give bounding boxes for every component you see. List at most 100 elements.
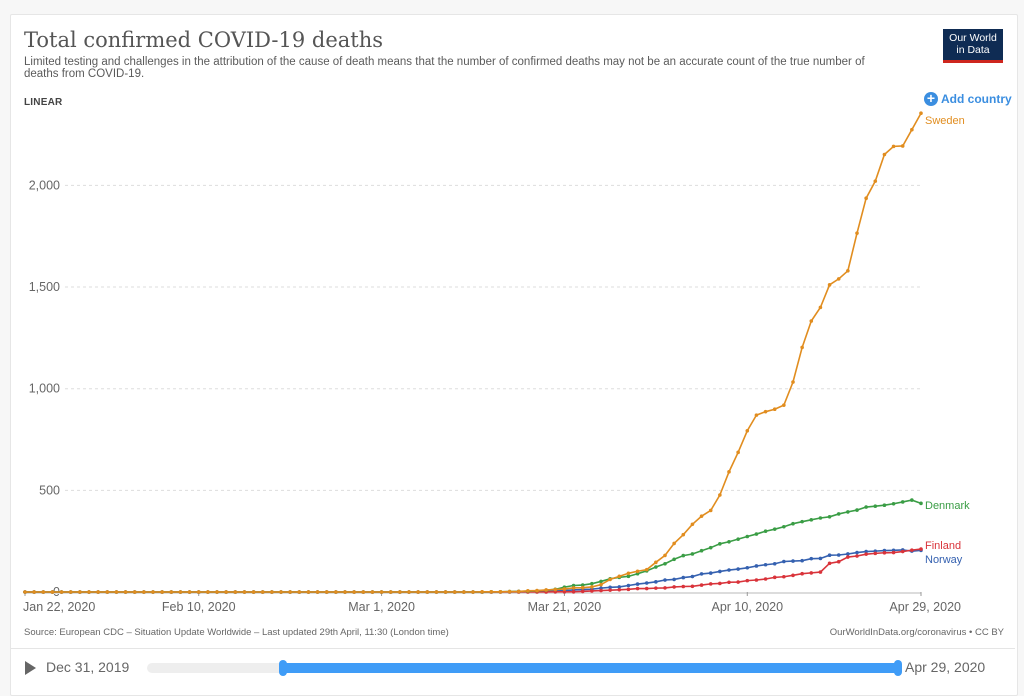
data-point[interactable]	[754, 564, 759, 568]
data-point[interactable]	[919, 501, 923, 506]
data-point[interactable]	[855, 554, 859, 558]
data-point[interactable]	[809, 319, 814, 323]
data-point[interactable]	[919, 547, 923, 551]
data-point[interactable]	[846, 268, 850, 273]
data-point[interactable]	[736, 450, 740, 455]
data-point[interactable]	[772, 561, 777, 566]
data-point[interactable]	[809, 571, 814, 575]
data-point[interactable]	[535, 588, 539, 593]
data-point[interactable]	[736, 580, 740, 584]
data-point[interactable]	[791, 559, 795, 563]
play-icon[interactable]	[25, 661, 36, 675]
data-point[interactable]	[59, 590, 64, 594]
data-point[interactable]	[571, 589, 576, 594]
data-point[interactable]	[398, 590, 402, 594]
owid-logo[interactable]: Our World in Data	[943, 29, 1003, 63]
data-point[interactable]	[782, 559, 786, 564]
data-point[interactable]	[708, 582, 713, 586]
data-point[interactable]	[462, 590, 466, 594]
data-point[interactable]	[791, 380, 795, 384]
data-point[interactable]	[745, 428, 750, 433]
data-point[interactable]	[654, 580, 658, 584]
data-point[interactable]	[727, 568, 731, 572]
series-label-denmark[interactable]: Denmark	[925, 500, 970, 512]
data-point[interactable]	[590, 589, 594, 593]
data-point[interactable]	[827, 561, 832, 566]
data-point[interactable]	[699, 572, 704, 576]
data-point[interactable]	[910, 498, 914, 502]
data-point[interactable]	[827, 283, 832, 287]
data-point[interactable]	[644, 567, 649, 572]
data-point[interactable]	[827, 514, 832, 519]
data-point[interactable]	[480, 589, 484, 594]
data-point[interactable]	[507, 589, 512, 594]
data-point[interactable]	[727, 580, 731, 585]
data-point[interactable]	[718, 542, 722, 546]
data-point[interactable]	[699, 548, 704, 553]
data-point[interactable]	[663, 578, 667, 582]
data-point[interactable]	[818, 516, 823, 520]
data-point[interactable]	[590, 581, 594, 586]
data-point[interactable]	[873, 551, 878, 556]
data-point[interactable]	[352, 590, 356, 594]
data-point[interactable]	[791, 521, 795, 526]
data-point[interactable]	[910, 127, 914, 132]
timeline-selected-range[interactable]	[282, 663, 899, 673]
data-point[interactable]	[690, 552, 695, 556]
scale-toggle[interactable]: LINEAR	[24, 97, 63, 108]
data-point[interactable]	[763, 577, 768, 581]
data-point[interactable]	[516, 589, 521, 594]
data-point[interactable]	[708, 571, 713, 575]
series-denmark[interactable]	[23, 498, 923, 594]
series-label-norway[interactable]: Norway	[925, 554, 963, 566]
data-point[interactable]	[379, 590, 384, 594]
data-point[interactable]	[608, 585, 612, 590]
data-point[interactable]	[864, 196, 868, 201]
data-point[interactable]	[315, 590, 320, 594]
data-point[interactable]	[32, 590, 36, 594]
data-point[interactable]	[123, 590, 128, 594]
data-point[interactable]	[590, 585, 594, 589]
series-norway[interactable]	[23, 548, 923, 594]
data-point[interactable]	[708, 545, 713, 550]
data-point[interactable]	[864, 552, 868, 556]
series-finland[interactable]	[23, 547, 923, 594]
data-point[interactable]	[160, 590, 164, 594]
data-point[interactable]	[407, 590, 411, 594]
data-point[interactable]	[388, 590, 393, 594]
data-point[interactable]	[690, 584, 695, 589]
data-point[interactable]	[855, 231, 859, 235]
data-point[interactable]	[736, 567, 740, 571]
data-point[interactable]	[699, 514, 704, 518]
data-point[interactable]	[672, 577, 676, 582]
data-point[interactable]	[800, 519, 804, 524]
data-point[interactable]	[910, 548, 914, 552]
data-point[interactable]	[654, 586, 658, 590]
data-point[interactable]	[242, 590, 247, 594]
data-point[interactable]	[416, 590, 420, 594]
data-point[interactable]	[617, 587, 622, 592]
data-point[interactable]	[526, 588, 530, 593]
data-point[interactable]	[580, 583, 585, 587]
data-point[interactable]	[87, 590, 91, 594]
data-point[interactable]	[818, 305, 823, 310]
data-point[interactable]	[78, 590, 82, 594]
data-point[interactable]	[800, 558, 804, 563]
data-point[interactable]	[736, 537, 740, 541]
data-point[interactable]	[763, 529, 768, 534]
data-point[interactable]	[68, 590, 73, 594]
data-point[interactable]	[672, 585, 676, 589]
data-point[interactable]	[626, 587, 631, 592]
data-point[interactable]	[763, 562, 768, 567]
data-point[interactable]	[727, 470, 731, 474]
data-point[interactable]	[343, 590, 347, 594]
data-point[interactable]	[718, 581, 722, 586]
data-point[interactable]	[745, 566, 750, 570]
data-point[interactable]	[498, 589, 503, 594]
data-point[interactable]	[690, 574, 695, 579]
data-point[interactable]	[471, 590, 475, 594]
data-point[interactable]	[142, 590, 146, 594]
data-point[interactable]	[580, 589, 585, 594]
data-point[interactable]	[288, 590, 292, 594]
data-point[interactable]	[855, 508, 859, 512]
